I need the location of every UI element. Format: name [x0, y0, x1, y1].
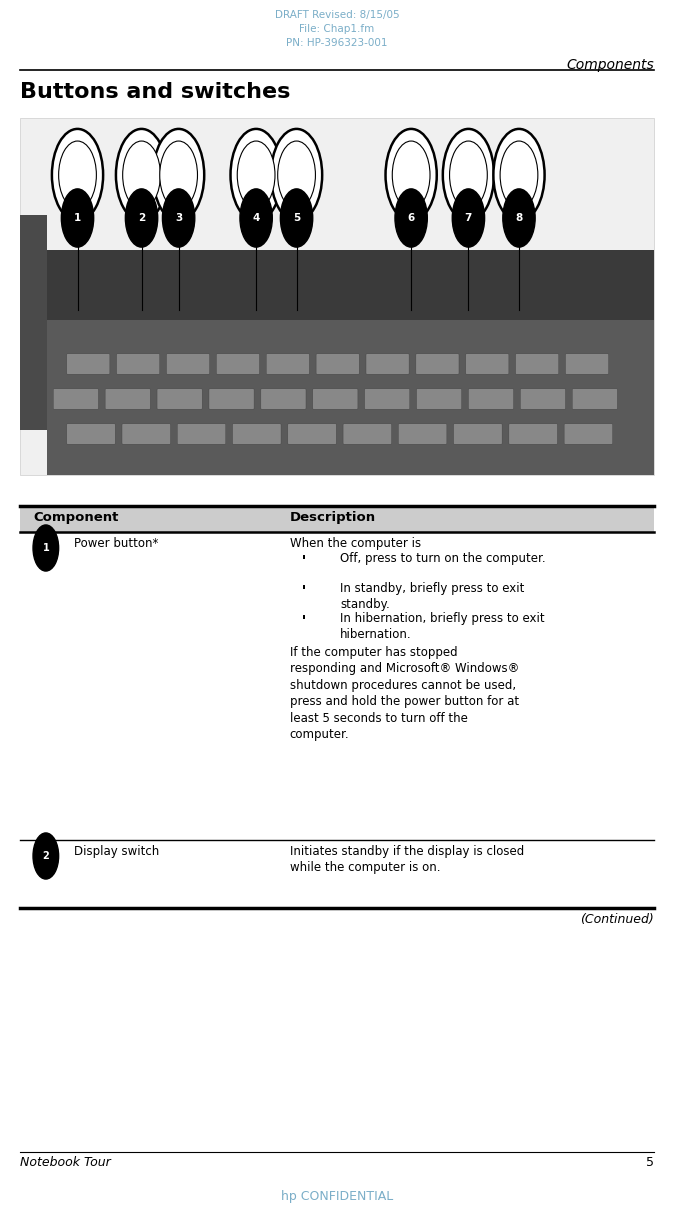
Circle shape: [52, 129, 103, 221]
FancyBboxPatch shape: [20, 508, 654, 533]
Circle shape: [153, 129, 204, 221]
Circle shape: [162, 189, 195, 247]
Text: Off, press to turn on the computer.: Off, press to turn on the computer.: [340, 552, 546, 565]
Circle shape: [33, 833, 59, 879]
FancyBboxPatch shape: [466, 354, 509, 375]
Text: File: Chap1.fm: File: Chap1.fm: [299, 24, 375, 34]
FancyBboxPatch shape: [117, 354, 160, 375]
Text: Components: Components: [566, 58, 654, 72]
FancyBboxPatch shape: [416, 354, 459, 375]
Circle shape: [240, 189, 272, 247]
Text: Notebook Tour: Notebook Tour: [20, 1156, 111, 1169]
FancyBboxPatch shape: [454, 423, 502, 444]
FancyBboxPatch shape: [233, 423, 281, 444]
FancyBboxPatch shape: [366, 354, 409, 375]
Text: Initiates standby if the display is closed
while the computer is on.: Initiates standby if the display is clos…: [290, 845, 524, 875]
FancyBboxPatch shape: [516, 354, 559, 375]
FancyBboxPatch shape: [216, 354, 259, 375]
FancyBboxPatch shape: [303, 556, 305, 559]
Text: Display switch: Display switch: [74, 845, 159, 858]
Circle shape: [116, 129, 167, 221]
FancyBboxPatch shape: [177, 423, 226, 444]
Circle shape: [280, 189, 313, 247]
Text: hp CONFIDENTIAL: hp CONFIDENTIAL: [281, 1190, 393, 1203]
Circle shape: [160, 141, 197, 209]
Circle shape: [271, 129, 322, 221]
Text: 5: 5: [646, 1156, 654, 1169]
FancyBboxPatch shape: [105, 389, 150, 409]
FancyBboxPatch shape: [509, 423, 557, 444]
Text: 7: 7: [465, 213, 472, 223]
FancyBboxPatch shape: [316, 354, 359, 375]
Text: 3: 3: [175, 213, 182, 223]
FancyBboxPatch shape: [303, 585, 305, 590]
FancyBboxPatch shape: [67, 354, 110, 375]
FancyBboxPatch shape: [122, 423, 171, 444]
Circle shape: [386, 129, 437, 221]
Text: Component: Component: [34, 511, 119, 524]
Circle shape: [125, 189, 158, 247]
FancyBboxPatch shape: [209, 389, 254, 409]
Circle shape: [443, 129, 494, 221]
Circle shape: [33, 525, 59, 571]
Circle shape: [450, 141, 487, 209]
Circle shape: [452, 189, 485, 247]
FancyBboxPatch shape: [565, 354, 609, 375]
Circle shape: [61, 189, 94, 247]
Text: 1: 1: [42, 543, 49, 553]
FancyBboxPatch shape: [53, 389, 98, 409]
Circle shape: [503, 189, 535, 247]
FancyBboxPatch shape: [266, 354, 309, 375]
Text: DRAFT Revised: 8/15/05: DRAFT Revised: 8/15/05: [275, 10, 399, 19]
FancyBboxPatch shape: [20, 215, 47, 429]
Circle shape: [493, 129, 545, 221]
Text: In hibernation, briefly press to exit
hibernation.: In hibernation, briefly press to exit hi…: [340, 613, 545, 640]
Text: 1: 1: [74, 213, 81, 223]
Text: Buttons and switches: Buttons and switches: [20, 82, 290, 102]
FancyBboxPatch shape: [343, 423, 392, 444]
Circle shape: [123, 141, 160, 209]
Circle shape: [231, 129, 282, 221]
Text: If the computer has stopped
responding and Microsoft® Windows®
shutdown procedur: If the computer has stopped responding a…: [290, 647, 519, 741]
FancyBboxPatch shape: [261, 389, 306, 409]
Circle shape: [392, 141, 430, 209]
FancyBboxPatch shape: [313, 389, 358, 409]
Text: (Continued): (Continued): [580, 913, 654, 926]
Text: 6: 6: [408, 213, 415, 223]
Text: Power button*: Power button*: [74, 537, 158, 549]
FancyBboxPatch shape: [572, 389, 617, 409]
FancyBboxPatch shape: [67, 423, 115, 444]
FancyBboxPatch shape: [365, 389, 410, 409]
Circle shape: [59, 141, 96, 209]
FancyBboxPatch shape: [47, 250, 654, 320]
Circle shape: [500, 141, 538, 209]
Circle shape: [395, 189, 427, 247]
FancyBboxPatch shape: [20, 118, 654, 475]
Text: When the computer is: When the computer is: [290, 537, 421, 549]
FancyBboxPatch shape: [303, 615, 305, 619]
FancyBboxPatch shape: [288, 423, 336, 444]
Text: 8: 8: [516, 213, 522, 223]
Text: In standby, briefly press to exit
standby.: In standby, briefly press to exit standb…: [340, 582, 525, 611]
FancyBboxPatch shape: [520, 389, 565, 409]
Circle shape: [237, 141, 275, 209]
Text: 5: 5: [293, 213, 300, 223]
Text: PN: HP-396323-001: PN: HP-396323-001: [286, 38, 388, 49]
Text: Description: Description: [290, 511, 376, 524]
FancyBboxPatch shape: [417, 389, 462, 409]
Text: 2: 2: [42, 852, 49, 861]
FancyBboxPatch shape: [398, 423, 447, 444]
FancyBboxPatch shape: [166, 354, 210, 375]
FancyBboxPatch shape: [157, 389, 202, 409]
Text: 2: 2: [138, 213, 145, 223]
FancyBboxPatch shape: [564, 423, 613, 444]
FancyBboxPatch shape: [468, 389, 514, 409]
Text: 4: 4: [253, 213, 259, 223]
FancyBboxPatch shape: [47, 320, 654, 475]
Circle shape: [278, 141, 315, 209]
